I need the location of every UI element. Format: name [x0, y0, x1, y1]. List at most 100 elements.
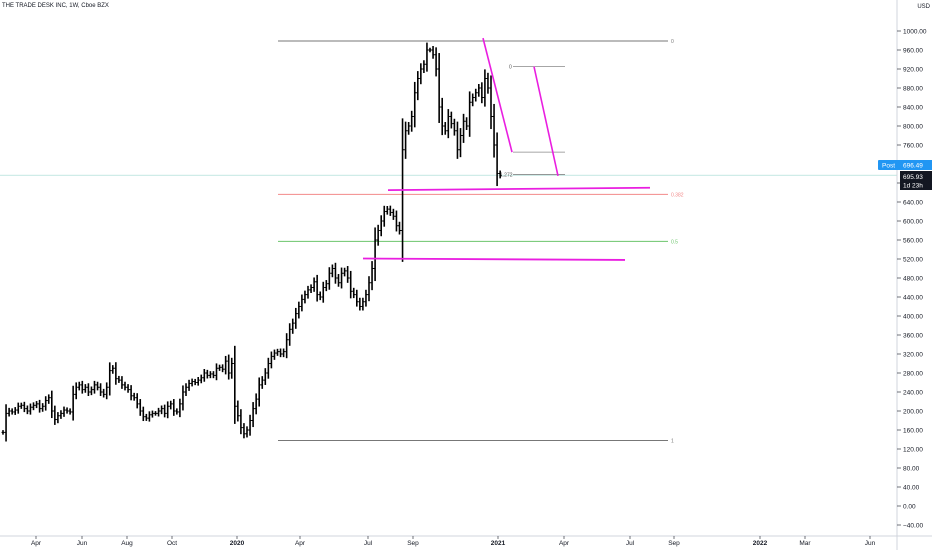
ohlc-bar — [495, 132, 499, 187]
ohlc-bar — [181, 385, 185, 411]
ohlc-bar — [236, 400, 240, 422]
ohlc-bar — [114, 362, 118, 385]
ohlc-bar — [434, 47, 438, 77]
ohlc-bar — [272, 349, 276, 360]
price-tick-label: 240.00 — [903, 389, 923, 396]
ohlc-bar — [462, 113, 466, 143]
post-label: Post — [882, 163, 895, 170]
ohlc-bar — [425, 42, 429, 72]
ohlc-bar — [321, 281, 325, 303]
trendlines[interactable] — [362, 37, 651, 261]
resistance-trendline-upper — [387, 186, 651, 192]
ohlc-bar — [13, 407, 17, 415]
ohlc-bar — [65, 407, 69, 414]
ohlc-bar — [138, 399, 142, 416]
ohlc-bar — [254, 393, 258, 415]
ohlc-bar — [471, 93, 475, 107]
ohlc-bar — [398, 221, 401, 235]
ohlc-bar — [489, 75, 493, 130]
ohlc-bar — [428, 47, 432, 53]
ohlc-bar — [38, 399, 42, 413]
ohlc-bar — [74, 382, 78, 400]
ohlc-bar — [224, 355, 228, 375]
ohlc-bar — [123, 381, 127, 391]
ohlc-bar — [211, 371, 215, 379]
price-tick-label: 960.00 — [903, 47, 923, 54]
ohlc-bar — [437, 53, 441, 123]
ohlc-bar — [269, 351, 273, 369]
ohlc-bar — [190, 378, 194, 387]
ohlc-bar — [330, 264, 334, 278]
ohlc-bar — [498, 170, 502, 179]
price-tick-label: 400.00 — [903, 313, 923, 320]
ohlc-bar — [59, 410, 63, 419]
ohlc-bar — [355, 289, 359, 307]
ohlc-bar — [16, 402, 20, 414]
ohlc-bar — [108, 362, 112, 396]
ohlc-bars — [1, 42, 502, 442]
ohlc-bar — [35, 401, 39, 409]
last-price-value: 695.93 — [903, 174, 923, 181]
fib-level-label: 0 — [671, 39, 674, 45]
ohlc-bar — [388, 205, 392, 216]
time-tick-label: Apr — [295, 540, 306, 547]
price-tick-label: 640.00 — [903, 199, 923, 206]
ohlc-bar — [297, 301, 301, 319]
ohlc-bar — [132, 392, 136, 401]
ohlc-bar — [10, 408, 14, 415]
ohlc-bar — [440, 97, 444, 136]
ohlc-bar — [486, 72, 490, 94]
ohlc-bar — [394, 210, 398, 232]
bar-countdown: 1d 23h — [903, 183, 923, 190]
price-tick-label: 200.00 — [903, 408, 923, 415]
price-tick-label: 760.00 — [903, 142, 923, 149]
ohlc-bar — [431, 46, 435, 59]
time-tick-label: Sep — [668, 540, 680, 547]
ohlc-bar — [4, 404, 8, 442]
ohlc-bar — [233, 345, 237, 424]
time-tick-label: Jul — [626, 540, 635, 547]
ohlc-bar — [276, 348, 279, 356]
ohlc-bar — [251, 402, 255, 428]
ohlc-bar — [309, 284, 313, 294]
ohlc-bar — [163, 404, 167, 418]
ohlc-bar — [282, 348, 286, 358]
ohlc-bar — [99, 383, 103, 396]
fib-level-label: 0.5 — [671, 239, 678, 245]
time-tick-label: Aug — [121, 540, 133, 547]
time-tick-label: Oct — [167, 540, 177, 547]
time-tick-label: Apr — [31, 540, 42, 547]
ohlc-bar — [178, 398, 182, 418]
time-axis[interactable]: Apr Jun Aug Oct 2020 Apr Jul Sep 2021 Apr Jul Sep 20… — [0, 535, 932, 547]
fibonacci-retracement[interactable]: 0 0.382 0.5 1 0 1.272 — [0, 39, 897, 444]
ohlc-bar — [385, 205, 389, 215]
price-tick-label: 120.00 — [903, 446, 923, 453]
ohlc-bar — [492, 103, 496, 158]
time-tick-label: Jun — [77, 540, 88, 547]
price-axis[interactable]: −40.00 0.00 40.00 80.00 120.00 160.00 200.00 24… — [896, 0, 927, 550]
ohlc-bar — [419, 63, 423, 85]
price-tick-label: 880.00 — [903, 85, 923, 92]
ohlc-bar — [337, 274, 340, 287]
ohlc-bar — [157, 407, 161, 417]
ohlc-bar — [154, 411, 157, 416]
ohlc-bar — [150, 410, 154, 418]
ohlc-bar — [477, 84, 481, 97]
ohlc-bar — [47, 394, 51, 404]
price-tick-label: 480.00 — [903, 275, 923, 282]
currency-label: USD — [917, 4, 930, 10]
ohlc-bar — [364, 289, 368, 307]
ohlc-bar — [169, 400, 173, 410]
ohlc-bar — [166, 401, 170, 419]
ohlc-bar — [205, 369, 209, 379]
ohlc-bar — [83, 384, 87, 393]
ohlc-bar — [324, 280, 328, 292]
ohlc-bar — [53, 405, 57, 425]
ohlc-bar — [407, 122, 411, 135]
ohlc-bar — [28, 403, 32, 415]
time-tick-label: Jul — [364, 540, 373, 547]
small-fib-label: 1.272 — [500, 172, 513, 178]
price-tick-label: 440.00 — [903, 294, 923, 301]
ohlc-bar — [199, 374, 203, 384]
